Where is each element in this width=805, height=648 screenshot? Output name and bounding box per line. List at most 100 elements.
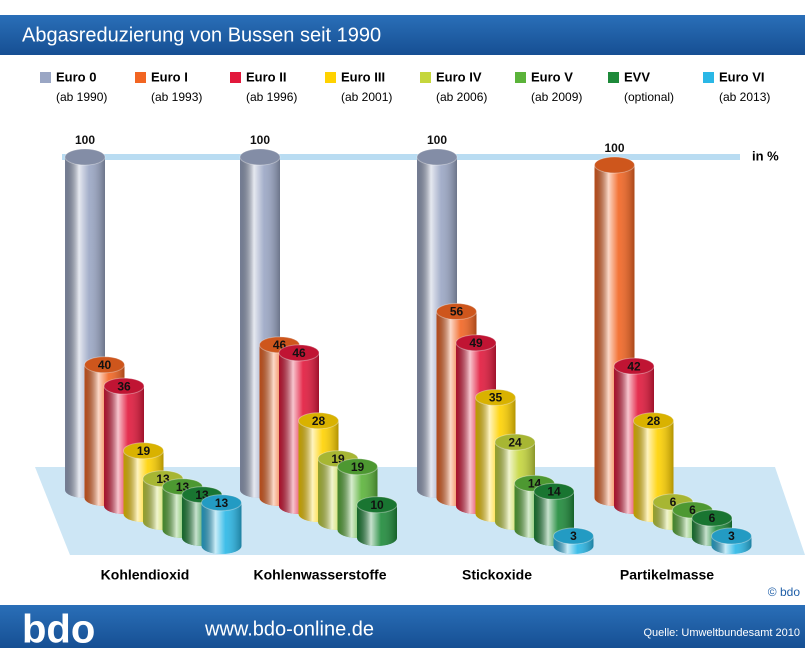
cylinder-top [455,334,497,352]
cylinder-top [594,156,635,174]
value-label: 19 [137,444,151,458]
category-label: Kohlenwasserstoffe [253,567,386,583]
cylinder-top-shade [337,458,378,475]
legend-label: Euro I [151,69,188,84]
value-label: 28 [312,414,326,428]
value-label: 3 [728,529,735,543]
value-label: 100 [427,133,447,147]
value-label: 6 [670,495,677,509]
value-label: 24 [508,435,522,449]
value-label: 49 [469,336,483,350]
cylinder-top [475,388,516,406]
legend-swatch [420,72,431,83]
legend-swatch [40,72,51,83]
value-label: 100 [250,133,270,147]
value-label: 56 [450,305,464,319]
cylinder-top-shade [614,358,654,375]
legend-swatch [325,72,336,83]
legend-period: (ab 1990) [56,90,107,104]
cylinder-top-shade [298,412,339,429]
cylinder-top-shade [456,334,496,351]
legend-label: Euro VI [719,69,765,84]
value-label: 35 [489,391,503,405]
legend-label: Euro IV [436,69,482,84]
legend-period: (ab 2001) [341,90,392,104]
legend-period: (ab 2009) [531,90,582,104]
cylinder-top [337,458,378,476]
cylinder-top [123,442,164,460]
value-label: 40 [98,358,112,372]
cylinder: 3 [711,527,752,554]
cylinder-top-shade [65,149,105,165]
cylinder-top-shade [475,389,516,406]
cylinder-top [278,344,320,362]
logo: bdo [22,608,95,648]
legend-label: Euro III [341,69,385,84]
cylinder-top-shade [633,412,674,429]
legend-label: EVV [624,69,650,84]
legend-label: Euro II [246,69,286,84]
legend-period: (ab 2013) [719,90,770,104]
legend-swatch [608,72,619,83]
cylinder-top-shade [436,303,477,320]
cylinder-top [691,509,733,527]
footer-source: Quelle: Umweltbundesamt 2010 [643,627,800,639]
legend-swatch [703,72,714,83]
cylinder-top-shade [692,510,732,527]
value-label: 10 [370,498,384,512]
chart-title: Abgasreduzierung von Bussen seit 1990 [22,24,381,46]
value-label: 3 [570,529,577,543]
title-bar [0,15,805,55]
legend-label: Euro 0 [56,69,96,84]
cylinder-top-shade [553,528,594,545]
cylinder-top-shade [201,494,242,511]
cylinder-top-shade [84,356,125,373]
unit-label: in % [752,148,779,163]
value-label: 100 [75,133,95,147]
cylinder: 3 [553,527,594,554]
cylinder-top [64,148,106,166]
cylinder-top-shade [534,483,574,500]
category-label: Kohlendioxid [101,567,190,583]
legend-period: (ab 1996) [246,90,297,104]
cylinder-top [633,412,674,430]
cylinder-top-shade [711,528,752,545]
cylinder: 13 [201,494,242,554]
cylinder-top [613,357,655,375]
legend-period: (ab 1993) [151,90,202,104]
cylinder-top-shade [495,434,535,451]
cylinder-top-shade [104,378,144,395]
copyright: © bdo [768,585,801,599]
cylinder-top [356,496,398,514]
cylinder-top-shade [279,344,319,361]
cylinder-top-shade [594,157,635,173]
cylinder-top-shade [123,442,164,459]
cylinder-top [84,356,125,374]
legend-period: (ab 2006) [436,90,487,104]
value-label: 100 [604,141,624,155]
footer-bar [0,605,805,648]
cylinder-top [553,527,594,545]
value-label: 14 [547,485,561,499]
legend-label: Euro V [531,69,573,84]
legend-swatch [230,72,241,83]
cylinder: 10 [356,496,398,546]
category-label: Stickoxide [462,567,532,583]
cylinder-top-shade [240,149,280,165]
value-label: 6 [689,503,696,517]
legend-period: (optional) [624,90,674,104]
cylinder-top-shade [357,496,397,513]
cylinder-top [201,494,242,512]
cylinder-top [494,433,536,451]
value-label: 13 [215,496,229,510]
value-label: 19 [351,460,365,474]
footer-url: www.bdo-online.de [204,618,374,640]
value-label: 46 [292,346,306,360]
category-label: Partikelmasse [620,567,714,583]
cylinder-top [239,148,281,166]
legend-swatch [135,72,146,83]
cylinder-top [298,412,339,430]
cylinder-top [533,482,575,500]
cylinder-top [103,377,145,395]
